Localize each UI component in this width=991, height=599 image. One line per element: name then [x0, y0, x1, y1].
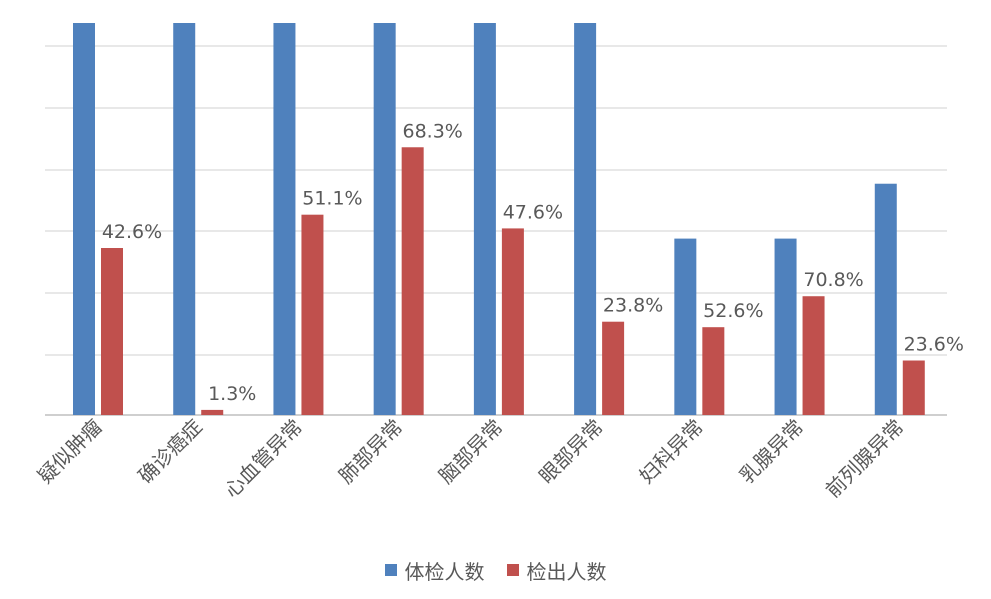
bar-series-2 — [602, 321, 625, 415]
x-tick-label: 前列腺异常 — [821, 415, 909, 503]
data-label: 42.6% — [102, 221, 162, 243]
legend: 体检人数 检出人数 — [0, 554, 991, 586]
bar-series-1 — [874, 183, 897, 415]
bar-series-2 — [501, 228, 524, 415]
x-tick-label: 乳腺异常 — [735, 415, 809, 489]
bar-series-2 — [101, 248, 123, 415]
bar-series-2 — [401, 147, 424, 415]
x-tick-label: 确诊癌症 — [133, 415, 207, 489]
x-tick-label: 脑部异常 — [434, 415, 508, 489]
bar-series-1 — [674, 238, 697, 415]
bar-series-2 — [301, 214, 324, 415]
legend-item-series-2: 检出人数 — [506, 556, 607, 585]
bar-series-2 — [702, 327, 725, 415]
legend-swatch-series-2 — [506, 564, 519, 576]
data-label: 1.3% — [208, 383, 256, 405]
data-label: 47.6% — [503, 201, 563, 223]
bar-series-1 — [574, 23, 597, 415]
legend-label-series-1: 体检人数 — [404, 559, 485, 584]
data-label: 23.6% — [904, 334, 964, 356]
legend-swatch-series-1 — [384, 564, 397, 576]
data-label: 52.6% — [703, 300, 763, 322]
x-tick-label: 肺部异常 — [334, 415, 408, 489]
data-label: 51.1% — [302, 188, 362, 210]
bar-series-1 — [273, 23, 296, 415]
data-label: 23.8% — [603, 295, 663, 317]
x-tick-label: 眼部异常 — [534, 415, 608, 489]
legend-item-series-1: 体检人数 — [384, 556, 485, 585]
x-tick-label: 疑似肿瘤 — [33, 415, 107, 489]
x-tick-label: 妇科异常 — [634, 415, 708, 489]
gridlines — [45, 45, 947, 416]
bar-series-2 — [902, 360, 925, 415]
bar-series-1 — [73, 23, 95, 415]
bar-series-1 — [373, 23, 396, 415]
data-label: 68.3% — [402, 120, 462, 142]
bar-series-1 — [774, 238, 797, 415]
bar-series-2 — [802, 296, 825, 415]
bar-series-2 — [201, 409, 224, 415]
x-tick-labels: 疑似肿瘤 确诊癌症 心血管异常 肺部异常 脑部异常 眼部异常 妇科异常 乳腺异常 前列腺异常 — [33, 415, 908, 503]
data-labels: 42.6% 1.3% 51.1% 68.3% 47.6% 23.8% 52.6% 70.8% 2… — [102, 120, 964, 405]
bar-series-1 — [473, 23, 496, 415]
legend-label-series-2: 检出人数 — [526, 559, 607, 584]
x-tick-label: 心血管异常 — [219, 415, 307, 503]
bars — [73, 23, 925, 415]
data-label: 70.8% — [803, 269, 863, 291]
bar-series-1 — [173, 23, 196, 415]
